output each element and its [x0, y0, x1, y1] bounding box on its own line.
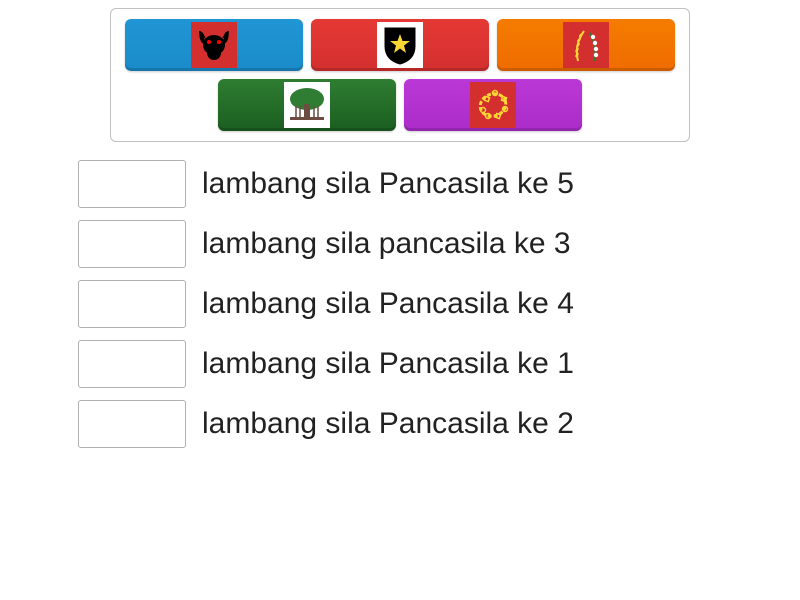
- answer-row: lambang sila Pancasila ke 1: [78, 340, 800, 388]
- tile-banyan[interactable]: [218, 79, 396, 131]
- answer-label: lambang sila Pancasila ke 1: [202, 347, 574, 381]
- answer-row: lambang sila Pancasila ke 4: [78, 280, 800, 328]
- answer-label: lambang sila Pancasila ke 5: [202, 167, 574, 201]
- answer-row: lambang sila Pancasila ke 2: [78, 400, 800, 448]
- tiles-container: [110, 8, 690, 142]
- tile-rice-cotton[interactable]: [497, 19, 675, 71]
- answers-list: lambang sila Pancasila ke 5 lambang sila…: [0, 160, 800, 448]
- chain-icon: [470, 82, 516, 128]
- drop-target-3[interactable]: [78, 280, 186, 328]
- drop-target-5[interactable]: [78, 400, 186, 448]
- answer-label: lambang sila Pancasila ke 2: [202, 407, 574, 441]
- star-shield-icon: [377, 22, 423, 68]
- answer-label: lambang sila pancasila ke 3: [202, 227, 571, 261]
- answer-row: lambang sila pancasila ke 3: [78, 220, 800, 268]
- tile-chain[interactable]: [404, 79, 582, 131]
- drop-target-2[interactable]: [78, 220, 186, 268]
- drop-target-4[interactable]: [78, 340, 186, 388]
- banyan-icon: [284, 82, 330, 128]
- answer-label: lambang sila Pancasila ke 4: [202, 287, 574, 321]
- bull-icon: [191, 22, 237, 68]
- tile-bull[interactable]: [125, 19, 303, 71]
- answer-row: lambang sila Pancasila ke 5: [78, 160, 800, 208]
- rice-cotton-icon: [563, 22, 609, 68]
- drop-target-1[interactable]: [78, 160, 186, 208]
- tile-star-shield[interactable]: [311, 19, 489, 71]
